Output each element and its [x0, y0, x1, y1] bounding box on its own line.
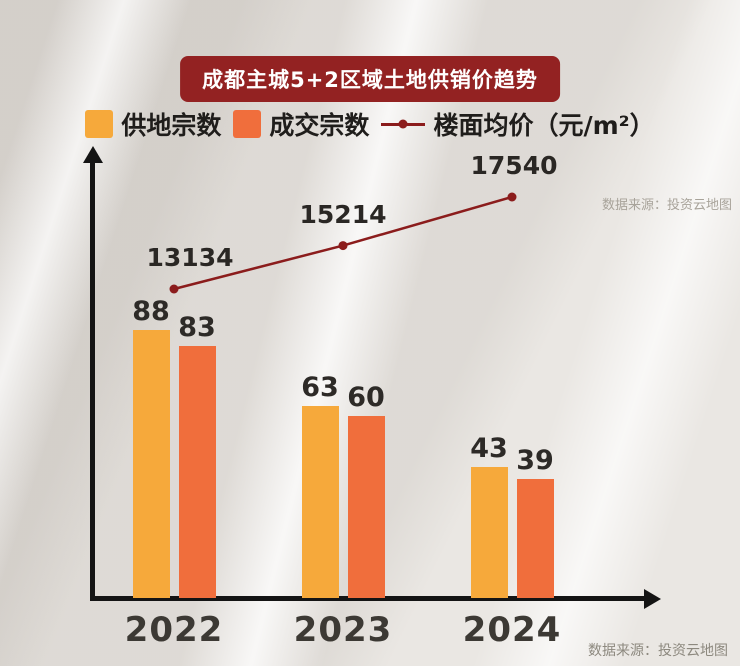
bar-value-label: 39: [516, 445, 554, 476]
y-axis-arrow-icon: [83, 146, 103, 163]
x-axis-arrow-icon: [644, 589, 661, 609]
y-axis: [90, 162, 95, 598]
legend-item-sold: 成交宗数: [233, 106, 369, 142]
legend-label: 供地宗数: [121, 111, 222, 140]
bar-value-label: 60: [347, 382, 385, 413]
bar: [301, 406, 339, 598]
bar-value-label: 43: [470, 433, 508, 464]
bar: [516, 479, 554, 598]
chart-title: 成都主城5+2区域土地供销价趋势: [180, 56, 560, 102]
line-point: [338, 241, 348, 251]
category-label: 2022: [124, 610, 224, 650]
bar: [132, 330, 170, 598]
supply-swatch-icon: [85, 110, 114, 138]
legend-label: 成交宗数: [269, 111, 370, 140]
sold-swatch-icon: [233, 110, 262, 138]
line-point: [507, 192, 517, 202]
x-axis: [90, 596, 646, 601]
watermark-text: 数据来源：投资云地图: [601, 198, 732, 213]
bar: [178, 346, 216, 598]
legend: 供地宗数 成交宗数 楼面均价（元/m²）: [0, 106, 740, 142]
bar: [470, 467, 508, 598]
legend-item-supply: 供地宗数: [85, 106, 221, 142]
data-source: 数据来源：投资云地图: [588, 643, 728, 659]
category-label: 2024: [462, 610, 562, 650]
line-value-label: 13134: [146, 243, 234, 272]
category-label: 2023: [293, 610, 393, 650]
legend-item-price: 楼面均价（元/m²）: [381, 106, 655, 142]
line-value-label: 17540: [470, 151, 558, 180]
bar-value-label: 83: [178, 312, 216, 343]
legend-label: 楼面均价（元/m²）: [433, 111, 655, 140]
line-point: [169, 284, 179, 294]
line-value-label: 15214: [299, 199, 387, 229]
bar: [347, 416, 385, 598]
line-marker-icon: [381, 110, 426, 138]
bar-value-label: 88: [132, 296, 170, 327]
bar-value-label: 63: [301, 372, 339, 403]
